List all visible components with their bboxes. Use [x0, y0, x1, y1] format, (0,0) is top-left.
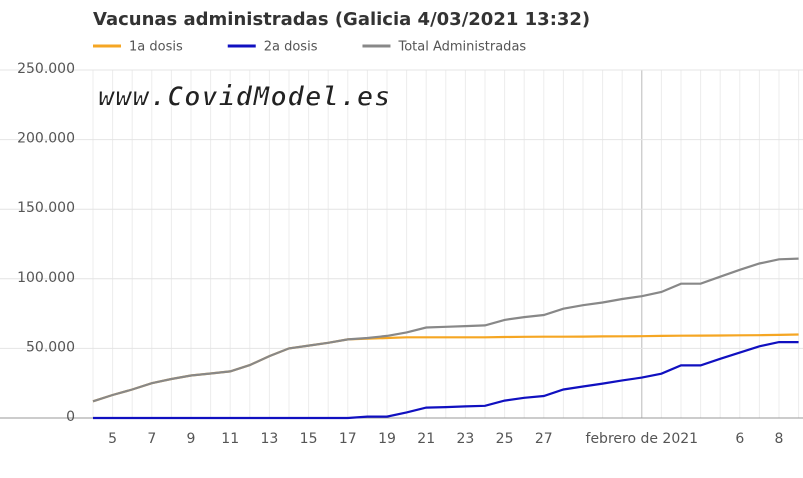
x-tick-label: 11	[221, 431, 239, 447]
x-tick-label: 19	[378, 431, 396, 447]
x-tick-label: 6	[735, 431, 744, 447]
x-tick-label: 23	[456, 431, 474, 447]
chart-title: Vacunas administradas (Galicia 4/03/2021…	[93, 9, 590, 30]
legend-label: 1a dosis	[129, 40, 183, 55]
y-tick-label: 200.000	[17, 131, 75, 147]
y-tick-label: 150.000	[17, 200, 75, 216]
x-tick-label: 5	[108, 431, 117, 447]
watermark: www.CovidModel.es	[98, 82, 391, 113]
plot: 5 7 9 11 13 15 17 19 21 23 25 27 febrero de 2021 6 8 0 5…	[0, 61, 803, 447]
x-tick-label: 17	[339, 431, 357, 447]
x-tick-label: 25	[496, 431, 514, 447]
x-tick-label: 7	[147, 431, 156, 447]
series-line	[92, 257, 799, 403]
x-tick-label: 9	[187, 431, 196, 447]
series-line	[93, 341, 799, 420]
y-tick-label: 50.000	[26, 339, 75, 355]
legend-label: 2a dosis	[264, 40, 318, 55]
y-tick-label: 250.000	[17, 61, 75, 77]
x-tick-label: febrero de 2021	[586, 431, 699, 447]
y-tick-label: 100.000	[17, 270, 75, 286]
x-tick-label: 8	[775, 431, 784, 447]
x-tick-label: 13	[260, 431, 278, 447]
legend-label: Total Administradas	[397, 40, 526, 55]
x-tick-label: 15	[300, 431, 318, 447]
legend: 1a dosis 2a dosis Total Administradas	[93, 40, 526, 55]
x-tick-label: 27	[535, 431, 553, 447]
x-tick-label: 21	[417, 431, 435, 447]
y-tick-label: 0	[66, 409, 75, 425]
